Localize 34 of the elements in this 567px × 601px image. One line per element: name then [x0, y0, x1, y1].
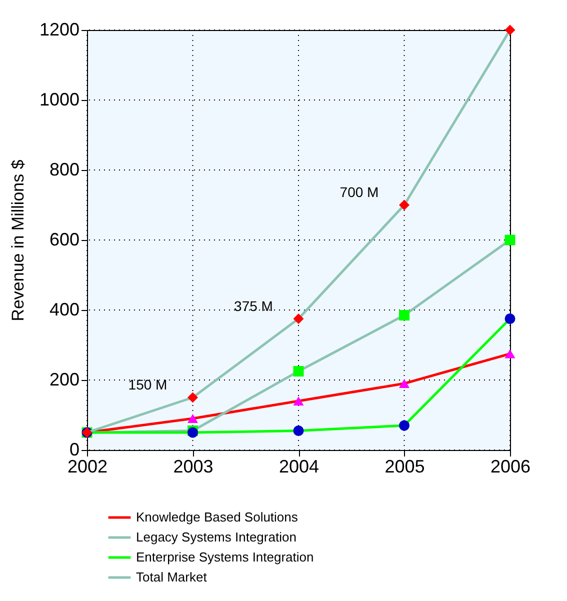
x-tick-label: 2006	[490, 456, 531, 476]
y-tick-label: 0	[69, 440, 80, 460]
y-tick-label: 200	[49, 370, 80, 390]
y-tick-label: 1000	[39, 90, 80, 110]
y-axis-title: Revenue in Millions $	[8, 159, 28, 322]
point	[504, 349, 516, 358]
y-tick-label: 600	[49, 230, 80, 250]
x-tick-label: 2002	[67, 456, 108, 476]
point	[188, 414, 198, 424]
y-tick-label: 1200	[39, 20, 80, 40]
point	[399, 420, 410, 431]
point	[188, 392, 198, 403]
x-tick-label: 2004	[278, 456, 320, 476]
legend-label: Knowledge Based Solutions	[136, 510, 298, 524]
point	[293, 396, 304, 406]
y-tick-label: 400	[49, 300, 80, 320]
annotation: 375 M	[234, 298, 273, 314]
x-tick-label: 2003	[173, 456, 214, 476]
point	[504, 314, 516, 324]
legend-label: Legacy Systems Integration	[136, 530, 296, 544]
annotation: 700 M	[340, 184, 379, 200]
point	[399, 378, 410, 388]
point	[399, 200, 410, 210]
legend-label: Enterprise Systems Integration	[136, 550, 314, 564]
point	[399, 310, 410, 320]
annotation: 150 M	[128, 376, 168, 392]
x-tick-label: 2005	[384, 456, 425, 476]
legend-label: Total Market	[136, 570, 208, 584]
point	[504, 234, 516, 246]
y-tick-label: 800	[49, 160, 80, 180]
point	[293, 366, 304, 376]
point	[293, 426, 304, 436]
point	[293, 314, 304, 324]
point	[504, 24, 516, 36]
